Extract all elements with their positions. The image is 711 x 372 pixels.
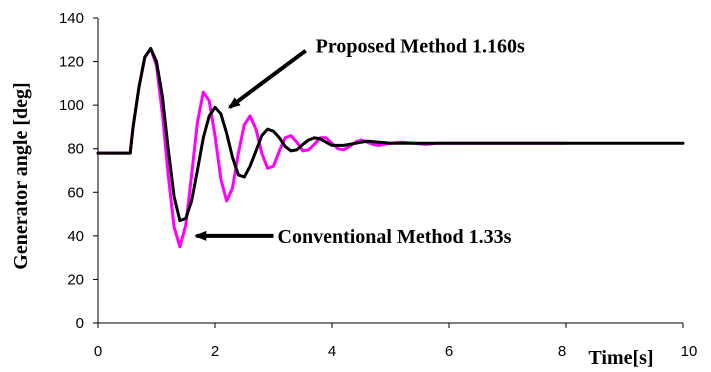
y-tick-label: 20 <box>67 271 84 288</box>
x-tick-label: 0 <box>94 343 102 360</box>
x-tick-label: 8 <box>558 343 566 360</box>
annotation-layer: Proposed Method 1.160s Conventional Metho… <box>194 36 525 248</box>
series-layer <box>96 47 685 249</box>
y-tick-label: 140 <box>59 10 84 27</box>
x-tick-label: 4 <box>328 343 336 360</box>
y-axis-title: Generator angle [deg] <box>10 82 32 269</box>
y-tick-label: 80 <box>67 141 84 158</box>
x-axis-title: Time[s] <box>588 347 653 369</box>
x-tick-label: 2 <box>211 343 219 360</box>
x-tick-label: 6 <box>445 343 453 360</box>
axes-layer: 0 20 40 60 80 100 120 140 0 2 4 6 8 10 <box>59 10 697 360</box>
y-tick-label: 0 <box>76 315 84 332</box>
series-line-proposed <box>96 47 685 223</box>
annotation-arrow <box>228 49 307 109</box>
y-tick-label: 120 <box>59 54 84 71</box>
annotation-label: Conventional Method 1.33s <box>278 226 512 248</box>
x-tick-label: 10 <box>681 343 698 360</box>
y-tick-label: 40 <box>67 228 84 245</box>
annotation-label: Proposed Method 1.160s <box>316 36 525 58</box>
y-tick-label: 100 <box>59 97 84 114</box>
y-tick-label: 60 <box>67 184 84 201</box>
